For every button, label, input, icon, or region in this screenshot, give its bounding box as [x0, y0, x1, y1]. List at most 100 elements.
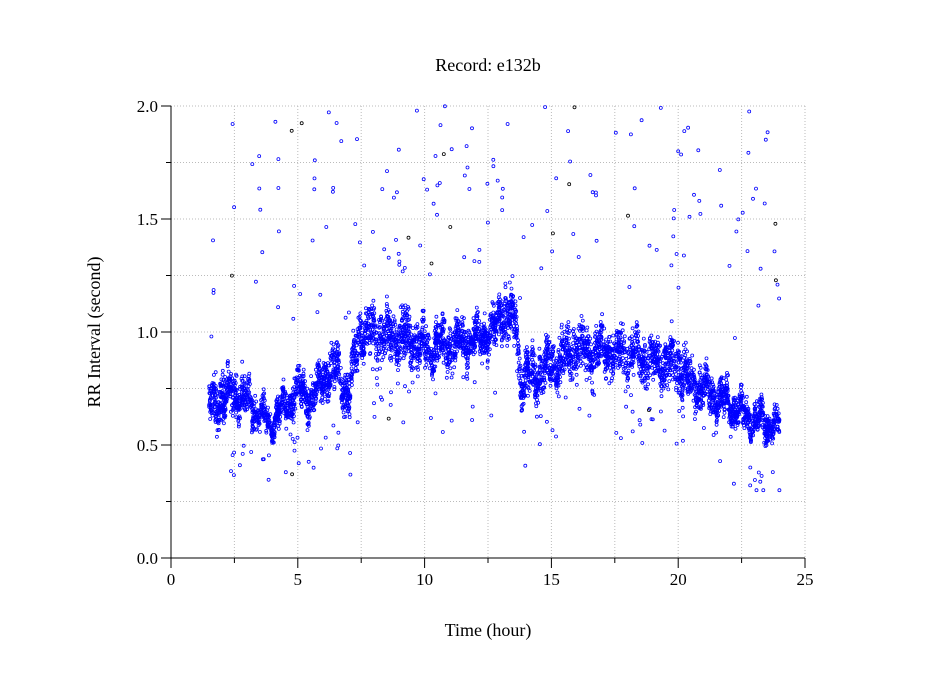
data-point: [305, 404, 310, 409]
data-point: [537, 371, 542, 376]
data-point: [752, 414, 757, 419]
data-point: [435, 353, 440, 358]
data-point: [568, 378, 573, 383]
data-point: [293, 406, 298, 411]
data-point: [595, 338, 599, 343]
data-point: [388, 347, 393, 352]
data-point: [215, 428, 220, 433]
data-point: [552, 363, 557, 368]
data-point: [238, 384, 243, 389]
data-point: [300, 384, 305, 389]
data-point: [745, 424, 750, 429]
data-point: [595, 340, 599, 345]
data-point: [545, 335, 549, 340]
data-point: [630, 348, 635, 353]
data-point: [366, 316, 371, 321]
data-point: [456, 328, 461, 333]
data-point: [689, 383, 693, 388]
data-point: [448, 359, 452, 364]
data-point: [392, 354, 397, 359]
data-point: [413, 336, 418, 341]
data-point: [468, 332, 473, 337]
data-point: [665, 362, 670, 367]
data-point: [212, 395, 217, 400]
data-point: [516, 351, 521, 356]
data-point: [345, 403, 350, 408]
data-point: [221, 392, 225, 396]
data-point: [280, 397, 285, 402]
data-point: [674, 354, 678, 358]
data-point: [545, 368, 550, 373]
data-point: [700, 391, 704, 396]
data-point: [506, 300, 511, 305]
data-point: [533, 382, 538, 387]
data-point: [371, 341, 376, 346]
data-point: [562, 360, 566, 364]
data-point: [226, 369, 231, 374]
data-point: [703, 377, 707, 382]
data-point: [245, 407, 250, 412]
data-point: [703, 375, 708, 380]
data-point: [271, 440, 276, 445]
data-point: [555, 371, 560, 376]
data-point: [616, 349, 621, 354]
data-point: [601, 347, 606, 351]
data-point: [642, 376, 647, 381]
data-point: [260, 397, 265, 402]
data-point: [682, 343, 686, 348]
data-point: [641, 369, 646, 374]
data-point: [635, 323, 640, 328]
data-point: [606, 340, 611, 344]
data-point: [669, 319, 674, 324]
data-point: [571, 354, 576, 359]
data-point: [242, 390, 247, 395]
data-point: [544, 353, 548, 358]
data-point: [564, 324, 569, 329]
data-point: [523, 348, 528, 353]
data-point: [741, 409, 746, 414]
data-point: [772, 420, 777, 425]
data-point: [603, 359, 608, 363]
data-point: [468, 336, 473, 341]
data-point: [570, 376, 575, 381]
data-point: [270, 435, 275, 440]
data-point: [649, 333, 654, 338]
data-point: [629, 343, 634, 348]
data-point: [760, 410, 765, 415]
data-point: [646, 382, 650, 387]
data-point: [517, 356, 522, 361]
data-point: [672, 359, 677, 364]
data-point: [764, 438, 769, 443]
data-point: [395, 353, 400, 358]
data-point: [384, 308, 389, 313]
data-point: [373, 337, 378, 342]
data-point: [213, 370, 218, 375]
data-point: [646, 376, 650, 381]
data-point: [423, 342, 428, 347]
data-point: [563, 351, 568, 356]
data-point: [427, 336, 432, 341]
data-point: [676, 340, 680, 345]
data-point: [643, 371, 648, 376]
data-point: [385, 322, 390, 326]
data-point: [713, 409, 718, 414]
data-point: [449, 375, 454, 380]
data-point: [546, 353, 550, 358]
data-point: [293, 380, 298, 385]
data-point: [371, 298, 376, 303]
data-point: [728, 434, 733, 439]
data-point: [651, 350, 656, 355]
data-point: [764, 434, 769, 439]
data-point: [577, 352, 582, 357]
data-point: [445, 355, 450, 360]
data-point: [320, 401, 325, 405]
data-point: [557, 367, 562, 372]
data-point: [591, 365, 596, 370]
data-point: [435, 358, 440, 363]
data-point: [525, 349, 530, 354]
data-point: [744, 400, 749, 405]
data-point: [262, 391, 267, 396]
data-point: [292, 385, 297, 390]
data-point: [676, 365, 681, 370]
data-point: [400, 305, 405, 310]
